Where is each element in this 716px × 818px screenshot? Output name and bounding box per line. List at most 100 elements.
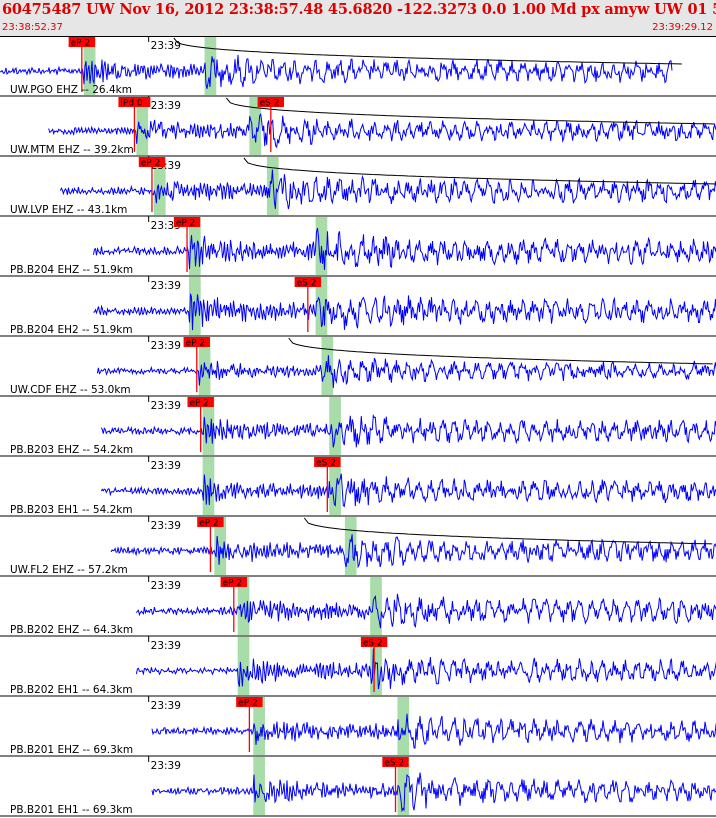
p-pick-label: eP 2 — [186, 339, 206, 349]
trace-panel: 23:39 eP 2 PB.B201 EHZ -- 69.3km — [0, 696, 716, 757]
p-pick-label: eP 2 — [176, 219, 196, 229]
trace-panel: 23:39 iPd 0 eS 2 UW.MTM EHZ -- 39.2km — [0, 96, 716, 157]
waveform-line — [93, 227, 716, 270]
p-pick-flag — [187, 397, 214, 407]
pick-window — [344, 517, 357, 575]
pick-window — [83, 37, 96, 95]
trace-label: UW.LVP EHZ -- 43.1km — [10, 204, 127, 216]
s-pick-label: eS 2 — [260, 99, 280, 109]
s-pick-label: eS 2 — [297, 279, 317, 289]
waveform-line — [135, 648, 716, 690]
time-tick-label: 23:39 — [151, 340, 181, 352]
p-pick-flag — [173, 217, 201, 227]
pick-window — [253, 697, 265, 755]
pick-window — [204, 37, 217, 95]
waveform-line — [96, 355, 716, 388]
pick-window — [315, 277, 328, 335]
event-header: 60475487 UW Nov 16, 2012 23:38:57.48 45.… — [0, 0, 716, 36]
pick-window — [370, 637, 382, 695]
end-time-label: 23:39:29.12 — [652, 22, 713, 33]
trace-label: UW.CDF EHZ -- 53.0km — [10, 384, 131, 396]
waveform-line — [135, 593, 716, 629]
p-pick-flag — [220, 577, 247, 587]
trace-panel: 23:39 eP 2 PB.B203 EHZ -- 54.2km — [0, 396, 716, 457]
pick-window — [266, 157, 279, 215]
trace-panel: 23:39 eS 2 PB.B204 EH2 -- 51.9km — [0, 276, 716, 337]
time-tick-label: 23:39 — [151, 220, 181, 232]
pick-window — [397, 757, 410, 815]
coda-curve — [288, 337, 713, 365]
trace-panel: 23:39 eS 2 PB.B203 EH1 -- 54.2km — [0, 456, 716, 517]
time-tick-label: 23:39 — [151, 280, 181, 292]
event-title: 60475487 UW Nov 16, 2012 23:38:57.48 45.… — [2, 1, 716, 18]
s-pick-flag — [382, 757, 409, 767]
trace-label: PB.B202 EHZ -- 64.3km — [10, 624, 133, 636]
trace-label: PB.B203 EH1 -- 54.2km — [10, 504, 133, 516]
trace-panel: 23:39 eP 2 UW.FL2 EHZ -- 57.2km — [0, 516, 716, 577]
waveform-line — [59, 169, 716, 210]
p-pick-flag — [236, 697, 263, 707]
time-tick-label: 23:39 — [151, 520, 181, 532]
pick-window — [329, 457, 341, 515]
time-tick-label: 23:39 — [151, 700, 181, 712]
trace-label: UW.PGO EHZ -- 26.4km — [10, 84, 132, 96]
pick-window — [249, 97, 262, 155]
time-tick-label: 23:39 — [151, 460, 181, 472]
s-pick-flag — [257, 97, 285, 107]
s-pick-flag — [294, 277, 322, 287]
waveform-line — [100, 473, 716, 508]
p-pick-label: iPd 0 — [120, 99, 143, 109]
time-tick-label: 23:39 — [151, 100, 181, 112]
trace-panel: 23:39 eP 2 UW.CDF EHZ -- 53.0km — [0, 336, 716, 397]
trace-label: PB.B203 EHZ -- 54.2km — [10, 444, 133, 456]
pick-window — [202, 457, 215, 515]
pick-window — [136, 97, 149, 155]
time-tick-label: 23:39 — [151, 580, 181, 592]
trace-panel: 23:39 eS 2 PB.B201 EH1 -- 69.3km — [0, 756, 716, 817]
s-pick-flag — [360, 637, 388, 647]
coda-curve — [226, 97, 715, 125]
time-tick-label: 23:39 — [151, 640, 181, 652]
pick-window — [397, 697, 410, 755]
waveform-line — [151, 713, 716, 749]
trace-panel: 23:39 eP 2 UW.PGO EHZ -- 26.4km — [0, 36, 716, 97]
p-pick-label: eP 2 — [223, 579, 243, 589]
trace-panel: 23:39 eS 2 PB.B202 EH1 -- 64.3km — [0, 636, 716, 697]
start-time-label: 23:38:52.37 — [2, 22, 63, 33]
waveform-line — [110, 534, 716, 569]
waveform-line — [100, 413, 716, 448]
s-pick-label: eS 2 — [316, 459, 336, 469]
s-pick-label: eS 2 — [363, 639, 383, 649]
s-pick-flag — [314, 457, 341, 467]
trace-label: PB.B201 EH1 -- 69.3km — [10, 804, 133, 816]
p-pick-flag — [118, 97, 151, 107]
pick-window — [153, 157, 166, 215]
waveform-line — [151, 772, 716, 813]
p-pick-flag — [197, 517, 224, 527]
trace-label: PB.B202 EH1 -- 64.3km — [10, 684, 133, 696]
p-pick-flag — [183, 337, 210, 347]
pick-window — [253, 757, 265, 815]
trace-panel: 23:39 eP 2 PB.B202 EHZ -- 64.3km — [0, 576, 716, 637]
p-pick-label: eP 2 — [238, 699, 258, 709]
trace-label: PB.B204 EH2 -- 51.9km — [10, 324, 133, 336]
coda-curve — [173, 37, 682, 65]
waveform-line — [48, 112, 716, 149]
time-tick-label: 23:39 — [151, 400, 181, 412]
coda-curve — [303, 517, 713, 545]
time-tick-label: 23:39 — [151, 760, 181, 772]
trace-label: UW.MTM EHZ -- 39.2km — [10, 144, 134, 156]
pick-window — [214, 517, 227, 575]
p-pick-label: eP 2 — [199, 519, 219, 529]
coda-curve — [243, 157, 716, 185]
pick-window — [237, 637, 250, 695]
waveform-line — [93, 293, 716, 331]
p-pick-flag — [68, 37, 96, 47]
p-pick-label: eP 2 — [141, 159, 161, 169]
trace-label: PB.B201 EHZ -- 69.3km — [10, 744, 133, 756]
p-pick-flag — [138, 157, 166, 167]
pick-window — [329, 397, 341, 455]
